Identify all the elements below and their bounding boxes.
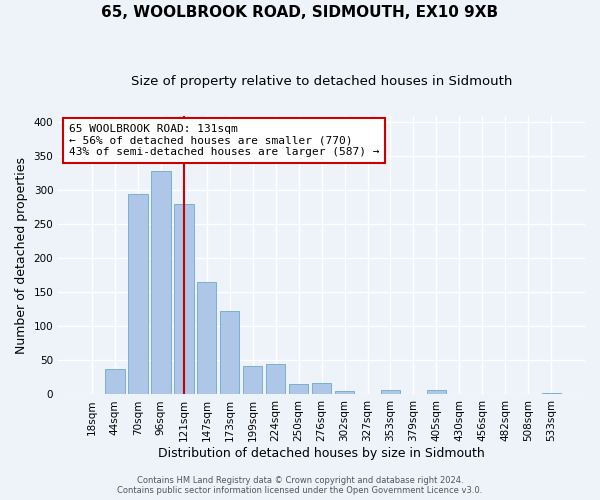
Bar [151,172,170,394]
Y-axis label: Number of detached properties: Number of detached properties [15,156,28,354]
Text: Contains HM Land Registry data © Crown copyright and database right 2024.
Contai: Contains HM Land Registry data © Crown c… [118,476,482,495]
Text: 65 WOOLBROOK ROAD: 131sqm
← 56% of detached houses are smaller (770)
43% of semi: 65 WOOLBROOK ROAD: 131sqm ← 56% of detac… [69,124,379,157]
Bar [312,383,331,394]
Text: 65, WOOLBROOK ROAD, SIDMOUTH, EX10 9XB: 65, WOOLBROOK ROAD, SIDMOUTH, EX10 9XB [101,5,499,20]
Bar [105,370,125,394]
Bar [542,393,561,394]
Bar [197,282,217,395]
Bar [128,194,148,394]
Bar [289,384,308,394]
Bar [266,364,286,394]
Title: Size of property relative to detached houses in Sidmouth: Size of property relative to detached ho… [131,75,512,88]
Bar [335,391,355,394]
Bar [243,366,262,394]
Bar [381,390,400,394]
X-axis label: Distribution of detached houses by size in Sidmouth: Distribution of detached houses by size … [158,447,485,460]
Bar [427,390,446,394]
Bar [220,311,239,394]
Bar [174,204,194,394]
